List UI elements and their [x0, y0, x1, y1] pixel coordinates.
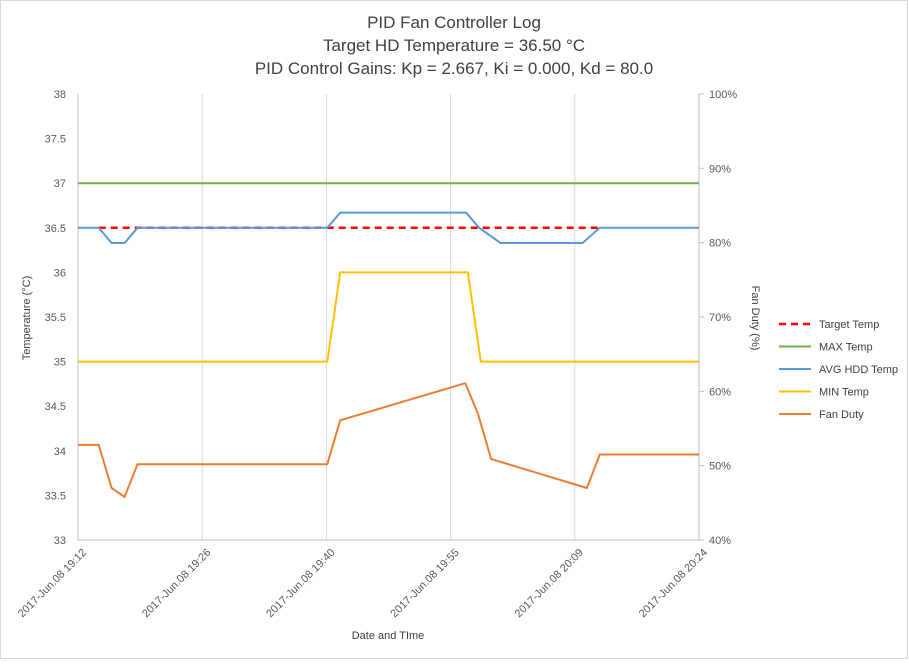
series-lines	[78, 182, 699, 498]
y2-tick-label: 70%	[709, 312, 731, 324]
legend-label: AVG HDD Temp	[819, 364, 898, 376]
y2-tick-label: 90%	[709, 163, 731, 175]
legend: Target Temp MAX Temp AVG HDD Temp MIN Temp F…	[779, 319, 898, 421]
y-tick-label: 37	[54, 178, 66, 190]
left-y-axis-title: Temperature (°C)	[21, 276, 33, 360]
y-tick-label: 36	[54, 267, 66, 279]
right-y-axis-title: Fan Duty (%)	[749, 286, 761, 351]
y-tick-label: 35.5	[45, 312, 66, 324]
y2-tick-label: 40%	[709, 535, 731, 547]
legend-label: Target Temp	[819, 319, 879, 331]
y-tick-label: 38	[54, 89, 66, 101]
y-tick-label: 37.5	[45, 134, 66, 146]
x-axis-title: Date and TIme	[352, 630, 425, 642]
y-tick-label: 36.5	[45, 223, 66, 235]
chart-title-line-3: PID Control Gains: Kp = 2.667, Ki = 0.00…	[255, 59, 653, 78]
legend-label: Fan Duty	[819, 409, 864, 421]
y2-tick-label: 80%	[709, 238, 731, 250]
chart-title-line-2: Target HD Temperature = 36.50 °C	[323, 36, 585, 55]
y-tick-label: 35	[54, 357, 66, 369]
y-tick-label: 33.5	[45, 490, 66, 502]
series-line-avg-hdd-temp	[78, 211, 699, 244]
y-tick-label: 34.5	[45, 401, 66, 413]
legend-label: MAX Temp	[819, 342, 873, 354]
y-tick-label: 34	[54, 446, 66, 458]
right-axis-ticks: 40% 50% 60% 70% 80% 90% 100%	[699, 89, 737, 547]
series-line-fan-duty	[78, 382, 699, 498]
y2-tick-label: 60%	[709, 386, 731, 398]
y2-tick-label: 50%	[709, 461, 731, 473]
series-line-min-temp	[78, 271, 699, 363]
left-axis-ticks: 33 33.5 34 34.5 35 35.5 36 36.5 37 37.5 38	[45, 89, 66, 547]
legend-label: MIN Temp	[819, 387, 869, 399]
chart-title-line-1: PID Fan Controller Log	[367, 13, 541, 32]
y2-tick-label: 100%	[709, 89, 737, 101]
y-tick-label: 33	[54, 535, 66, 547]
